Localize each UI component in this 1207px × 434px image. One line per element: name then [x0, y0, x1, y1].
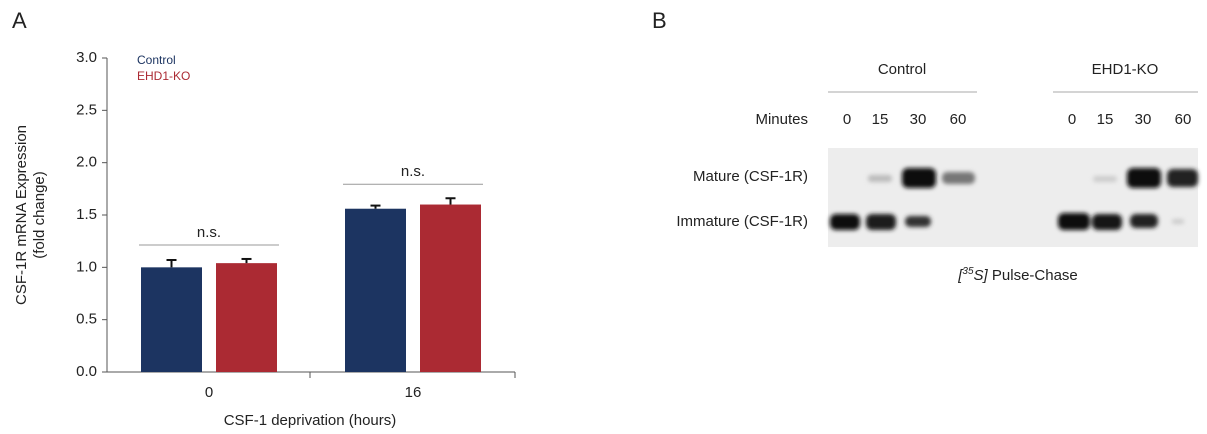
band: [1172, 219, 1184, 224]
error-bar: [242, 259, 252, 263]
y-tick-label: 0.5: [76, 311, 97, 328]
y-tick-label: 3.0: [76, 49, 97, 66]
time-label: 30: [1135, 111, 1152, 128]
annotation: n.s.: [197, 224, 221, 241]
band: [942, 172, 975, 184]
time-label: 15: [1097, 111, 1114, 128]
legend-entry: EHD1-KO: [137, 69, 190, 83]
x-tick-label: 0: [205, 384, 213, 401]
y-tick-label: 2.0: [76, 154, 97, 171]
panel-label: B: [652, 8, 667, 33]
error-bar: [446, 198, 456, 204]
group-label: EHD1-KO: [1092, 61, 1159, 78]
x-tick-label: 16: [405, 384, 422, 401]
error-bar: [371, 206, 381, 209]
y-label-line: CSF-1R mRNA Expression: [13, 125, 30, 305]
row-label: Mature (CSF-1R): [693, 168, 808, 185]
bar: [420, 205, 481, 372]
band: [1130, 214, 1158, 228]
legend-entry: Control: [137, 53, 176, 67]
band: [1092, 214, 1122, 230]
caption-sup: 35: [962, 266, 974, 277]
group-label: Control: [878, 61, 926, 78]
band: [1167, 169, 1198, 187]
time-label: 60: [1175, 111, 1192, 128]
y-tick-label: 1.0: [76, 258, 97, 275]
y-label: CSF-1R mRNA Expression (fold change): [13, 125, 48, 305]
y-label-line: (fold change): [31, 171, 48, 259]
y-tick-label: 0.0: [76, 363, 97, 380]
band: [1093, 176, 1117, 182]
band: [830, 214, 860, 230]
band: [1127, 168, 1161, 188]
time-label: 60: [950, 111, 967, 128]
time-label: 0: [843, 111, 851, 128]
bar: [216, 263, 277, 372]
blot: [828, 148, 1198, 247]
time-labels: 0 15 30 60 0 15 30 60: [843, 111, 1192, 128]
annotation: n.s.: [401, 163, 425, 180]
bar: [141, 267, 202, 372]
band: [868, 175, 892, 182]
band: [905, 216, 931, 227]
time-label: 30: [910, 111, 927, 128]
panel-label: A: [12, 8, 27, 33]
time-label: 15: [872, 111, 889, 128]
time-label: 0: [1068, 111, 1076, 128]
y-tick-label: 1.5: [76, 206, 97, 223]
band: [866, 214, 896, 230]
band: [1058, 213, 1090, 230]
caption: [35S] Pulse-Chase: [957, 266, 1078, 284]
error-bar: [167, 260, 177, 267]
y-tick-label: 2.5: [76, 101, 97, 118]
page: A CSF-1R mRNA Expression (fold change) C…: [0, 0, 1207, 434]
caption-part: Pulse-Chase: [988, 267, 1078, 284]
row-label: Immature (CSF-1R): [676, 213, 808, 230]
time-title: Minutes: [755, 111, 808, 128]
bar: [345, 209, 406, 372]
caption-part: S]: [974, 267, 989, 284]
x-label: CSF-1 deprivation (hours): [224, 412, 397, 429]
figure: A CSF-1R mRNA Expression (fold change) C…: [0, 0, 1207, 434]
band: [902, 168, 936, 188]
